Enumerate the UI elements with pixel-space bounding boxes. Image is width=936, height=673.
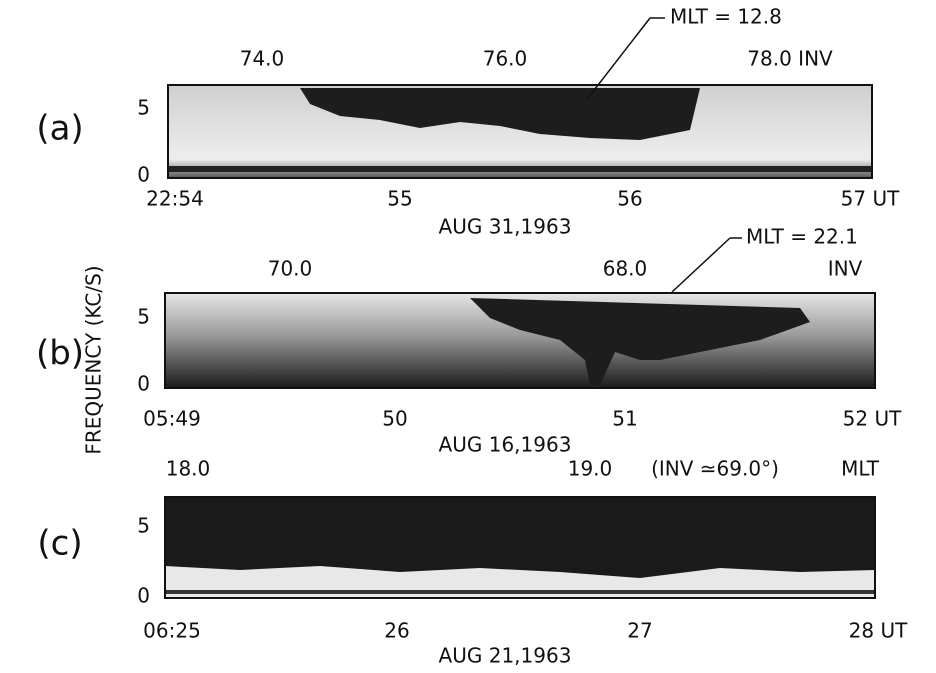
y-axis-label: FREQUENCY (KC/S) <box>82 265 106 454</box>
arrow <box>671 237 731 293</box>
date: AUG 31,1963 <box>439 215 572 239</box>
y-tick-label: 0 <box>137 584 150 608</box>
baseline-band <box>168 166 872 172</box>
x-tick-label: 56 <box>617 187 642 211</box>
y-tick-label: 0 <box>137 372 150 396</box>
frame <box>167 84 873 179</box>
y-tick-label: 0 <box>137 163 150 187</box>
x-tick-label: 26 <box>384 619 409 643</box>
panel-c: (c) 5 0 18.0 19.0 (INV ≃69.0°) MLT 06:25… <box>37 457 908 668</box>
top-label: 78.0 INV <box>747 47 833 71</box>
emission <box>470 298 810 385</box>
panel-label: (c) <box>37 524 82 564</box>
x-tick-label: 22:54 <box>146 187 204 211</box>
x-tick-label: 57 UT <box>841 187 900 211</box>
top-label: 18.0 <box>166 457 211 481</box>
frame <box>164 292 876 389</box>
annotation: MLT = 12.8 <box>670 5 782 29</box>
top-label: 70.0 <box>268 257 313 281</box>
x-tick-label: 05:49 <box>143 407 201 431</box>
emission <box>300 88 700 140</box>
panel-label: (b) <box>36 334 84 374</box>
frame <box>164 496 876 599</box>
top-label: 19.0 <box>568 457 613 481</box>
x-tick-label: 51 <box>612 407 637 431</box>
top-label: INV <box>828 257 863 281</box>
panel-label: (a) <box>36 109 83 149</box>
x-tick-label: 27 <box>627 619 652 643</box>
date: AUG 21,1963 <box>439 644 572 668</box>
panel-a: (a) 5 0 74.0 76.0 78.0 INV MLT = 12.8 22… <box>36 5 900 239</box>
y-tick-label: 5 <box>137 96 150 120</box>
x-tick-label: 50 <box>382 407 407 431</box>
arrow <box>587 17 651 99</box>
top-label: (INV ≃69.0°) <box>651 457 779 481</box>
x-tick-label: 55 <box>387 187 412 211</box>
date: AUG 16,1963 <box>439 433 572 457</box>
top-label: 68.0 <box>603 257 648 281</box>
top-label: 76.0 <box>483 47 528 71</box>
x-tick-label: 06:25 <box>143 619 201 643</box>
top-label: 74.0 <box>240 47 285 71</box>
emission <box>165 497 875 578</box>
y-tick-label: 5 <box>137 514 150 538</box>
y-tick-label: 5 <box>137 305 150 329</box>
top-label: MLT <box>841 457 880 481</box>
x-tick-label: 28 UT <box>849 619 908 643</box>
panel-b: (b) 5 0 70.0 68.0 INV MLT = 22.1 05:49 5… <box>36 225 902 457</box>
baseline-band <box>165 590 875 594</box>
annotation: MLT = 22.1 <box>746 225 858 249</box>
x-tick-label: 52 UT <box>843 407 902 431</box>
